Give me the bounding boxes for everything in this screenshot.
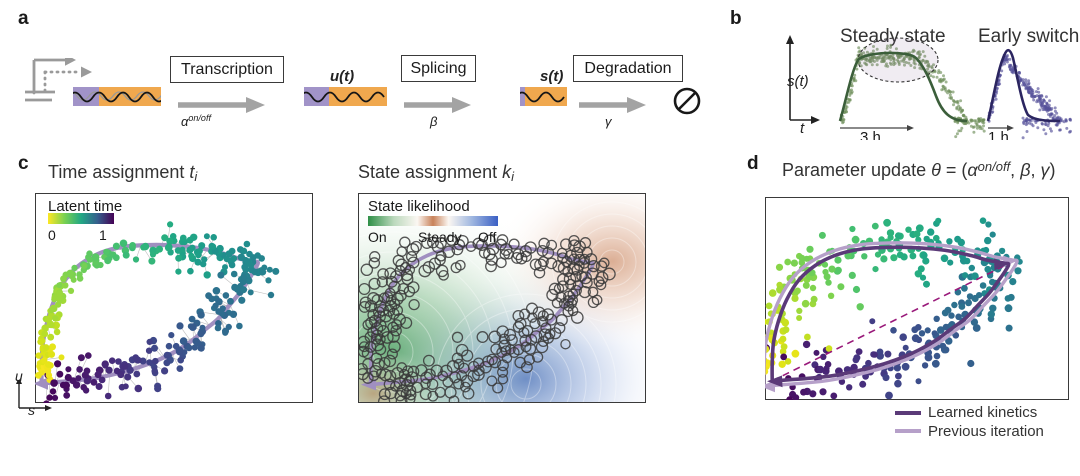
svg-text:3 h: 3 h (860, 129, 881, 140)
svg-text:1 h: 1 h (988, 129, 1009, 140)
